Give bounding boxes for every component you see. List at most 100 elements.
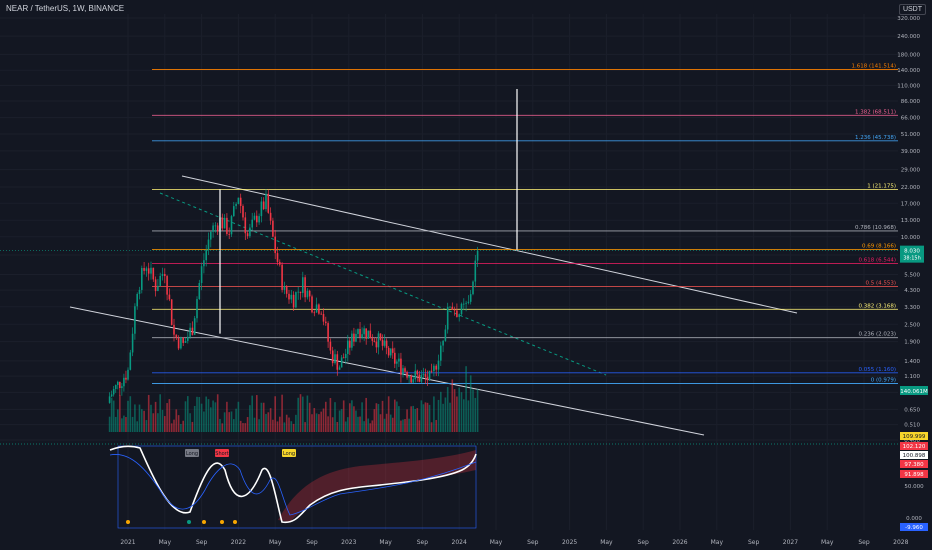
candle-body xyxy=(472,281,474,295)
volume-bar xyxy=(180,423,182,432)
candle-body xyxy=(134,306,136,334)
volume-bar xyxy=(308,402,311,432)
price-tick-label: 2.500 xyxy=(904,322,920,328)
candle-body xyxy=(308,290,311,297)
candle-body xyxy=(446,306,449,330)
volume-bar xyxy=(166,403,168,432)
candle-body xyxy=(349,340,351,348)
volume-bar xyxy=(344,421,347,432)
candle-body xyxy=(276,253,279,262)
chart-header-title[interactable]: NEAR / TetherUS, 1W, BINANCE xyxy=(6,4,125,13)
volume-bar xyxy=(353,406,355,432)
volume-bar xyxy=(406,409,408,432)
volume-badge xyxy=(900,386,928,395)
time-tick-label: May xyxy=(821,539,834,546)
candle-body xyxy=(175,334,178,338)
time-tick-label: Sep xyxy=(638,539,650,546)
candle-body xyxy=(274,236,276,254)
candle-body xyxy=(306,290,309,298)
candle-body xyxy=(410,375,412,383)
volume-bar xyxy=(228,412,230,432)
volume-bar xyxy=(318,414,320,432)
volume-bar xyxy=(170,423,173,432)
volume-bar xyxy=(453,389,456,432)
candle-body xyxy=(283,286,286,290)
candle-body xyxy=(125,377,127,380)
volume-bar xyxy=(159,394,161,432)
osc-tick-badge xyxy=(900,470,928,478)
candle-body xyxy=(406,371,408,378)
candle-body xyxy=(467,301,470,303)
volume-bar xyxy=(164,416,166,432)
volume-bar xyxy=(428,404,431,432)
volume-bar xyxy=(451,379,454,432)
candle-body xyxy=(344,353,347,359)
volume-bar xyxy=(260,402,263,432)
volume-bar xyxy=(340,409,343,432)
candlesticks xyxy=(108,189,479,404)
candle-body xyxy=(258,216,260,223)
price-tick-label: 17.000 xyxy=(901,201,921,207)
volume-bar xyxy=(375,403,378,432)
volume-bar xyxy=(346,417,349,432)
candle-body xyxy=(469,294,472,302)
candle-body xyxy=(233,206,235,217)
volume-bar xyxy=(203,411,205,432)
candle-body xyxy=(157,285,159,292)
candle-body xyxy=(168,294,171,300)
candle-body xyxy=(292,294,295,308)
candle-body xyxy=(311,296,313,313)
candle-body xyxy=(387,347,390,356)
volume-badge-value: 140.061M xyxy=(900,389,928,395)
candle-body xyxy=(396,361,398,364)
volume-bar xyxy=(408,418,410,432)
candle-body xyxy=(166,276,168,295)
volume-bar xyxy=(357,416,359,432)
candle-body xyxy=(207,239,210,250)
volume-bar xyxy=(467,400,470,432)
price-tick-label: 22.000 xyxy=(901,185,921,191)
candle-body xyxy=(460,303,463,315)
candle-body xyxy=(170,299,173,325)
volume-bar xyxy=(161,409,164,432)
volume-bar xyxy=(121,418,123,432)
candle-body xyxy=(203,260,205,267)
candle-body xyxy=(318,304,320,314)
volume-bar xyxy=(331,417,334,432)
osc-tick-label: 97.380 xyxy=(904,462,924,468)
candle-body xyxy=(196,299,198,319)
osc-tag-box xyxy=(185,449,199,457)
currency-badge[interactable]: USDT xyxy=(898,4,926,15)
volume-bar xyxy=(177,415,180,432)
price-tick-label: 180.000 xyxy=(897,52,920,58)
volume-bar xyxy=(315,413,318,432)
candle-body xyxy=(237,197,240,204)
time-tick-label: 2025 xyxy=(562,539,577,546)
volume-bar xyxy=(274,396,276,432)
fib-label: 0.382 (3.168) xyxy=(858,303,896,309)
volume-bar xyxy=(267,412,270,432)
price-tick-label: 4.300 xyxy=(904,288,920,294)
time-tick-label: 2027 xyxy=(783,539,798,546)
price-tick-label: 0.400 xyxy=(904,438,920,444)
candle-body xyxy=(269,212,272,221)
candle-body xyxy=(187,336,189,341)
volume-bar xyxy=(456,396,458,432)
volume-bar xyxy=(223,412,226,432)
volume-bar xyxy=(391,417,394,432)
time-tick-label: May xyxy=(269,539,282,546)
candle-body xyxy=(353,333,355,342)
candle-body xyxy=(200,266,203,284)
volume-bar xyxy=(367,418,370,432)
volume-bar xyxy=(272,419,274,432)
candle-body xyxy=(150,267,152,274)
candle-body xyxy=(422,374,425,376)
candle-body xyxy=(377,333,380,348)
volume-bar xyxy=(230,411,233,432)
volume-bar xyxy=(361,402,363,432)
volume-bar xyxy=(279,416,281,432)
volume-bar xyxy=(430,422,433,432)
volume-bar xyxy=(191,421,194,432)
